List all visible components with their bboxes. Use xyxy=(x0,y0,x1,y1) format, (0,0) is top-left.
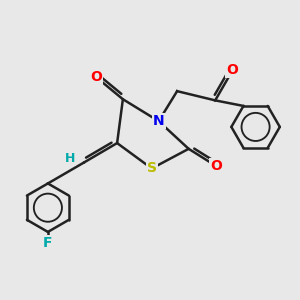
Text: F: F xyxy=(43,236,52,250)
Text: H: H xyxy=(64,152,75,165)
Text: N: N xyxy=(153,114,164,128)
Text: S: S xyxy=(147,161,157,176)
Text: O: O xyxy=(90,70,102,84)
Text: O: O xyxy=(210,159,222,173)
Text: O: O xyxy=(226,63,238,77)
